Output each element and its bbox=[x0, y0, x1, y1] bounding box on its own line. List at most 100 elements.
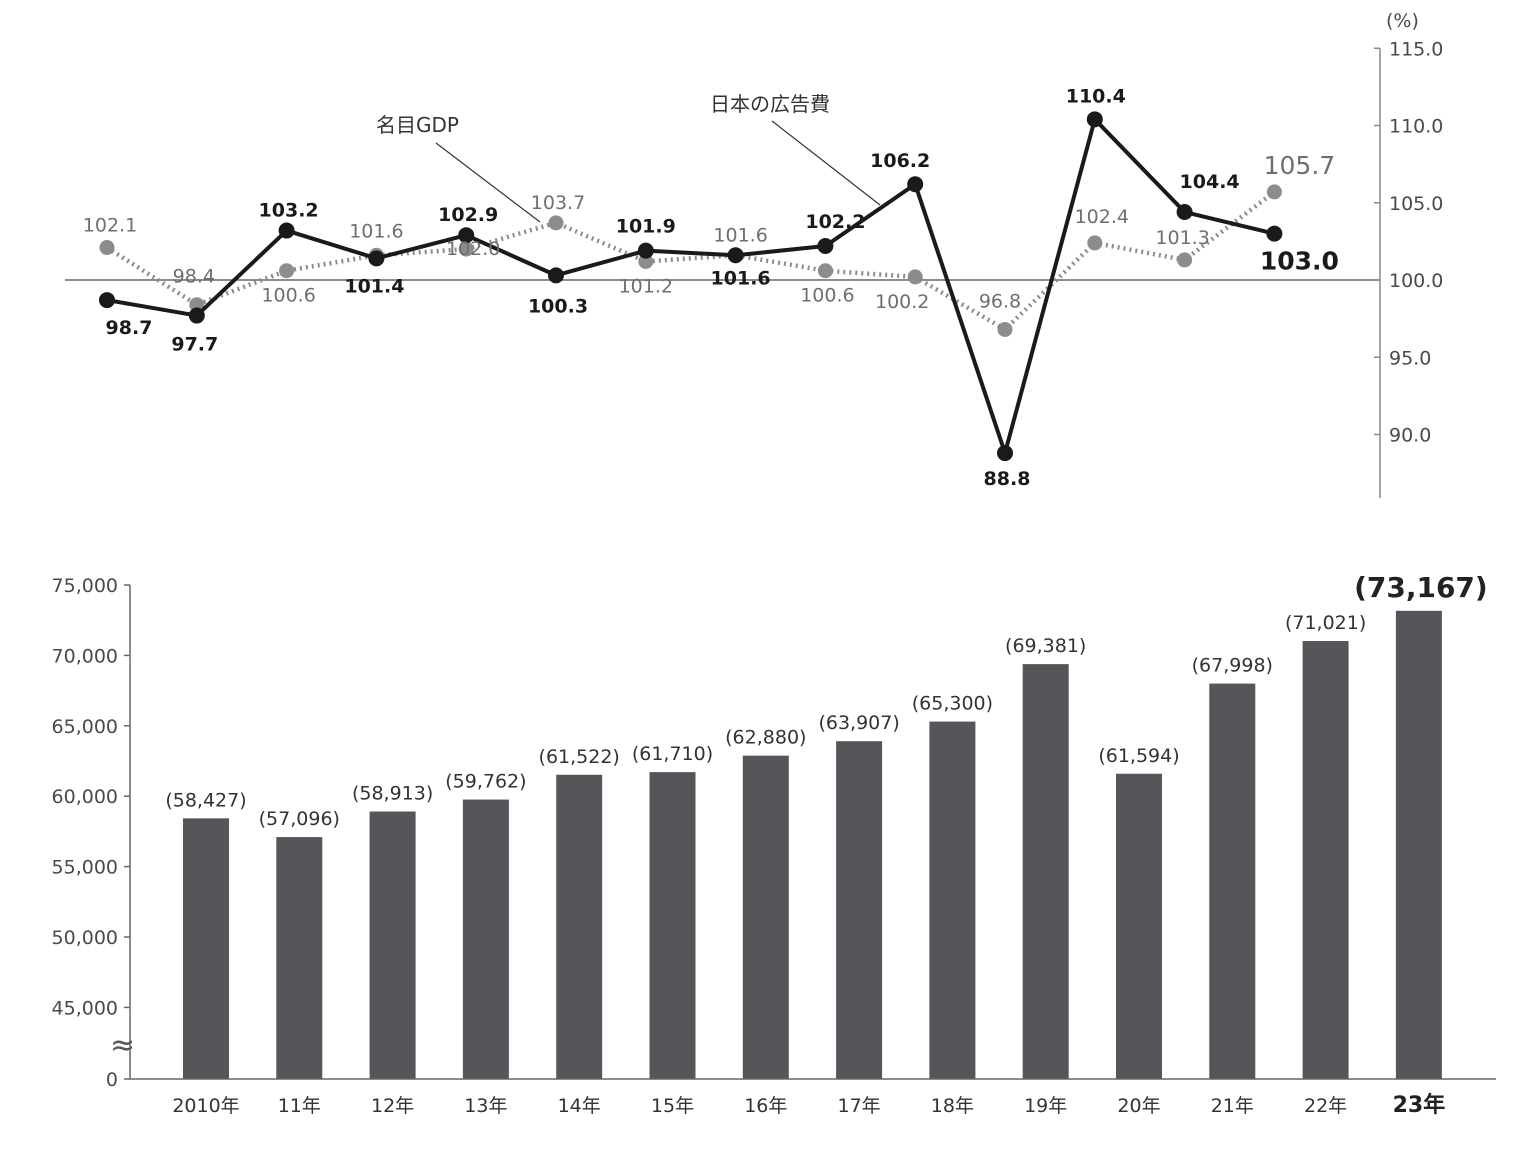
ad-data-label: 101.4 bbox=[344, 275, 404, 297]
bar bbox=[649, 772, 696, 1079]
line-y-tick-label: 95.0 bbox=[1389, 347, 1431, 369]
bar-x-tick-label: 16年 bbox=[744, 1095, 787, 1117]
gdp-point bbox=[279, 263, 295, 279]
gdp-data-label: 103.7 bbox=[531, 192, 585, 214]
ad-point bbox=[817, 238, 834, 255]
ad-data-label: 106.2 bbox=[870, 150, 930, 172]
bar-y-tick-label: 55,000 bbox=[52, 857, 118, 879]
ad-data-label: 101.6 bbox=[711, 267, 771, 289]
bar bbox=[556, 774, 603, 1079]
gdp-data-label: 102.4 bbox=[1075, 206, 1129, 228]
gdp-point bbox=[1177, 252, 1193, 268]
line-y-tick-label: 110.0 bbox=[1389, 116, 1443, 138]
bar-y-tick-label: 70,000 bbox=[52, 645, 118, 667]
bar-x-tick-label: 18年 bbox=[931, 1095, 974, 1117]
bar-value-label: (63,907) bbox=[818, 712, 899, 734]
bar bbox=[836, 741, 883, 1079]
bar-y-tick-label: 65,000 bbox=[52, 716, 118, 738]
gdp-point bbox=[1087, 235, 1103, 251]
line-y-tick-label: 105.0 bbox=[1389, 193, 1443, 215]
bar bbox=[276, 837, 323, 1079]
ad-point bbox=[278, 222, 295, 239]
bar bbox=[369, 811, 416, 1079]
ad-data-label: 103.0 bbox=[1260, 247, 1339, 276]
bar-value-label: (69,381) bbox=[1005, 635, 1086, 657]
bar-x-tick-label: 2010年 bbox=[172, 1095, 239, 1117]
ad-data-label: 110.4 bbox=[1066, 85, 1126, 107]
line-y-tick-label: 115.0 bbox=[1389, 38, 1443, 60]
gdp-data-label: 105.7 bbox=[1264, 151, 1336, 180]
ad-data-label: 104.4 bbox=[1180, 171, 1240, 193]
line-data-labels: 98.7 97.7 103.2 101.4 102.9 100.3 101.9 101.6 10… bbox=[83, 85, 1339, 490]
bar-x-tick-label: 13年 bbox=[464, 1095, 507, 1117]
ad-point bbox=[1176, 204, 1193, 221]
line-chart-unit-label: (%) bbox=[1386, 10, 1419, 32]
bar-x-tick-label: 15年 bbox=[651, 1095, 694, 1117]
gdp-data-label: 100.6 bbox=[261, 285, 315, 307]
gdp-data-label: 96.8 bbox=[979, 290, 1021, 312]
bar-y-tick-label: 0 bbox=[106, 1069, 118, 1091]
line-chart: 90.0 95.0 100.0 105.0 110.0 115.0 (%) 名目GDP 日… bbox=[65, 10, 1443, 498]
gdp-point bbox=[907, 269, 923, 285]
bar bbox=[742, 755, 789, 1079]
gdp-point bbox=[458, 241, 474, 257]
axis-break-icon: ≈ bbox=[110, 1028, 135, 1063]
bar-chart-x-ticks: 2010年 11年 12年 13年 14年 15年 16年 17年 18年 19年 20年 21年 22… bbox=[172, 1092, 1445, 1118]
line-y-tick-label: 90.0 bbox=[1389, 425, 1431, 447]
line-y-tick-label: 100.0 bbox=[1389, 270, 1443, 292]
gdp-data-label: 102.1 bbox=[83, 215, 137, 237]
ad-data-label: 100.3 bbox=[528, 295, 588, 317]
ad-point bbox=[907, 176, 924, 193]
ad-point bbox=[99, 292, 115, 309]
bar-value-label: (57,096) bbox=[259, 808, 340, 830]
bar-value-label: (58,427) bbox=[165, 789, 246, 811]
gdp-point bbox=[548, 215, 564, 231]
gdp-leader-line bbox=[435, 142, 541, 223]
series-annotations: 名目GDP 日本の広告費 bbox=[376, 92, 881, 223]
bar bbox=[1209, 683, 1256, 1079]
bar-x-tick-label: 21年 bbox=[1211, 1095, 1254, 1117]
bar bbox=[1116, 773, 1162, 1079]
gdp-data-label: 100.2 bbox=[875, 291, 929, 313]
bar bbox=[929, 721, 976, 1079]
bar-value-label: (61,710) bbox=[632, 743, 713, 765]
bar-chart: 0 45,000 50,000 55,000 60,000 65,000 70,000 75,… bbox=[52, 571, 1496, 1118]
bar bbox=[1395, 610, 1442, 1079]
ad-series-name: 日本の広告費 bbox=[710, 92, 830, 116]
line-chart-y-ticks: 90.0 95.0 100.0 105.0 110.0 115.0 bbox=[1374, 38, 1443, 447]
ad-data-label: 102.9 bbox=[438, 204, 498, 226]
ad-point bbox=[458, 227, 475, 244]
bar-value-label: (59,762) bbox=[445, 771, 526, 793]
ad-point bbox=[1086, 111, 1103, 128]
ad-point bbox=[368, 250, 385, 267]
bar-value-label: (58,913) bbox=[352, 783, 433, 805]
line-series-group bbox=[99, 111, 1283, 462]
bar bbox=[183, 818, 229, 1079]
bar-y-tick-label: 75,000 bbox=[52, 575, 118, 597]
bar-value-labels: (58,427) (57,096) (58,913) (59,762) (61,522)… bbox=[165, 571, 1487, 830]
gdp-series-line bbox=[105, 190, 1276, 332]
bar-x-tick-label: 22年 bbox=[1304, 1095, 1347, 1117]
bar-x-tick-label: 20年 bbox=[1117, 1095, 1160, 1117]
ad-point bbox=[637, 242, 654, 259]
ad-data-label: 88.8 bbox=[984, 468, 1031, 490]
gdp-point bbox=[99, 240, 115, 256]
bar-y-tick-label: 60,000 bbox=[52, 786, 118, 808]
ad-point bbox=[188, 307, 205, 324]
bar-value-label: (61,522) bbox=[539, 746, 620, 768]
ad-data-label: 102.2 bbox=[805, 211, 865, 233]
bar-y-tick-label: 45,000 bbox=[52, 997, 118, 1019]
bar-x-tick-label: 14年 bbox=[558, 1095, 601, 1117]
bar-chart-y-ticks: 0 45,000 50,000 55,000 60,000 65,000 70,000 75,… bbox=[52, 575, 130, 1091]
ad-point bbox=[997, 445, 1013, 462]
ad-point bbox=[727, 247, 744, 264]
bar bbox=[462, 799, 509, 1079]
bar-x-tick-label: 17年 bbox=[838, 1095, 881, 1117]
bar-value-label: (62,880) bbox=[725, 727, 806, 749]
ad-point bbox=[548, 267, 564, 284]
bar-x-tick-label: 11年 bbox=[278, 1095, 321, 1117]
bar bbox=[1302, 641, 1349, 1079]
bar-value-label: (65,300) bbox=[912, 693, 993, 715]
ad-point bbox=[1266, 225, 1283, 242]
